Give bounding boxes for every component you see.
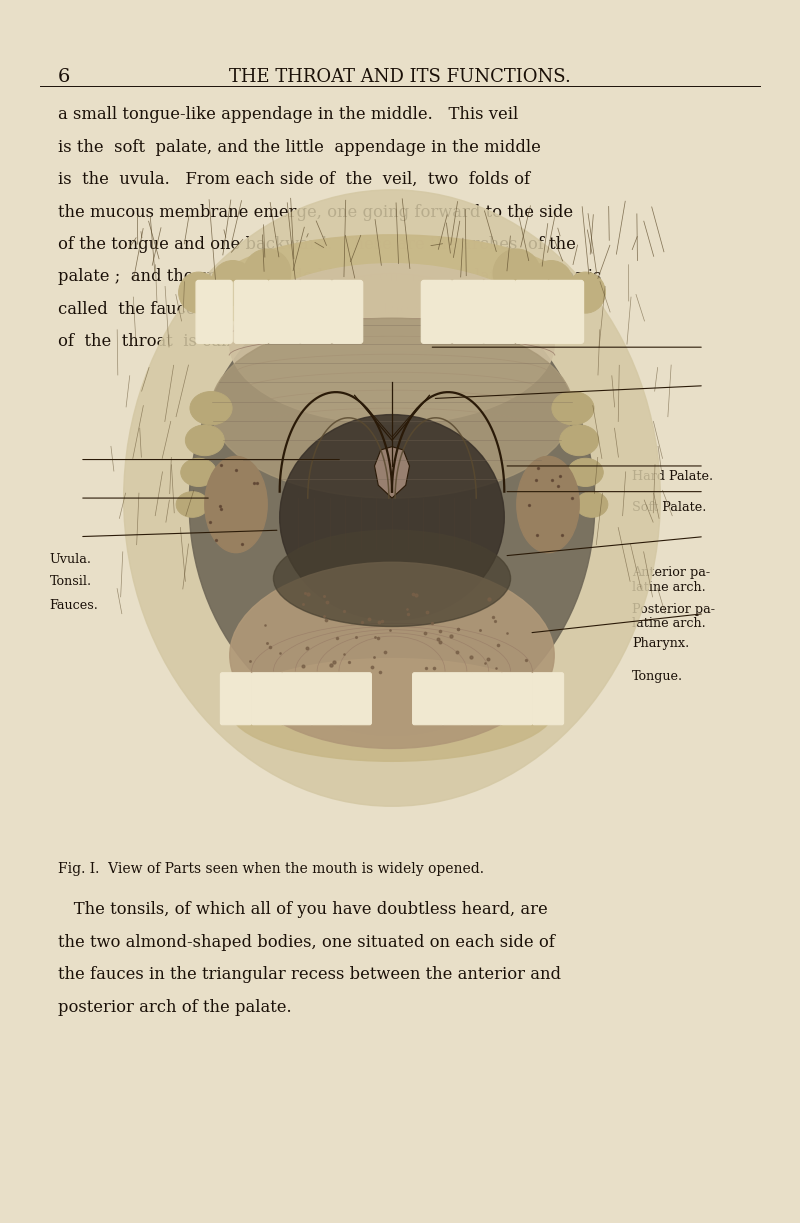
Ellipse shape <box>230 563 554 748</box>
FancyBboxPatch shape <box>196 280 232 344</box>
Text: 6: 6 <box>58 67 70 86</box>
Ellipse shape <box>211 235 573 350</box>
Text: of the tongue and one backward.  These are the arches  of the: of the tongue and one backward. These ar… <box>58 236 575 253</box>
Text: Uvula.: Uvula. <box>50 553 91 566</box>
Text: Tonsil.: Tonsil. <box>50 575 92 588</box>
FancyBboxPatch shape <box>252 673 283 725</box>
FancyBboxPatch shape <box>501 673 533 725</box>
Text: called  the fauces.  Beyond the fauces, the space  at  the  back: called the fauces. Beyond the fauces, th… <box>58 301 576 318</box>
Ellipse shape <box>280 415 504 620</box>
Text: Anterior pa-
latine arch.: Anterior pa- latine arch. <box>632 566 710 593</box>
Text: is  the  uvula.   From each side of  the  veil,  two  folds of: is the uvula. From each side of the veil… <box>58 171 530 188</box>
Ellipse shape <box>230 658 554 761</box>
Text: Fauces.: Fauces. <box>50 599 98 613</box>
FancyBboxPatch shape <box>413 673 444 725</box>
FancyBboxPatch shape <box>331 280 362 344</box>
Text: of  the  throat  is called the pharynx.: of the throat is called the pharynx. <box>58 333 362 350</box>
Ellipse shape <box>274 530 510 626</box>
Text: Soft Palate.: Soft Palate. <box>632 501 706 515</box>
Text: Pharynx.: Pharynx. <box>632 637 690 651</box>
FancyBboxPatch shape <box>299 280 333 344</box>
Text: Fig. I.  View of Parts seen when the mouth is widely opened.: Fig. I. View of Parts seen when the mout… <box>58 862 483 876</box>
FancyBboxPatch shape <box>482 280 516 344</box>
FancyBboxPatch shape <box>340 673 371 725</box>
Polygon shape <box>374 446 410 498</box>
Text: The tonsils, of which all of you have doubtless heard, are: The tonsils, of which all of you have do… <box>58 901 547 918</box>
FancyBboxPatch shape <box>547 280 583 344</box>
Ellipse shape <box>230 264 554 424</box>
Ellipse shape <box>205 456 267 553</box>
Text: the two almond-shaped bodies, one situated on each side of: the two almond-shaped bodies, one situat… <box>58 934 554 950</box>
FancyBboxPatch shape <box>451 280 485 344</box>
Text: Hard Palate.: Hard Palate. <box>632 470 713 483</box>
Circle shape <box>211 260 254 306</box>
Ellipse shape <box>124 190 660 806</box>
Ellipse shape <box>189 273 594 735</box>
Ellipse shape <box>190 391 232 424</box>
FancyBboxPatch shape <box>533 673 563 725</box>
Text: is the  soft  palate, and the little  appendage in the middle: is the soft palate, and the little appen… <box>58 138 541 155</box>
FancyBboxPatch shape <box>234 280 269 344</box>
Circle shape <box>566 272 606 313</box>
Ellipse shape <box>567 459 603 487</box>
FancyBboxPatch shape <box>221 673 252 725</box>
Circle shape <box>493 249 541 297</box>
Ellipse shape <box>560 424 598 456</box>
Text: the mucous membrane emerge, one going forward to the side: the mucous membrane emerge, one going fo… <box>58 203 573 220</box>
Text: Tongue.: Tongue. <box>632 670 683 684</box>
FancyBboxPatch shape <box>442 673 473 725</box>
Text: posterior arch of the palate.: posterior arch of the palate. <box>58 998 291 1015</box>
Ellipse shape <box>181 459 217 487</box>
Circle shape <box>243 249 291 297</box>
Ellipse shape <box>211 318 573 498</box>
Text: palate ;  and the space included between these palatine arches is: palate ; and the space included between … <box>58 269 601 285</box>
Circle shape <box>530 260 573 306</box>
Text: THE THROAT AND ITS FUNCTIONS.: THE THROAT AND ITS FUNCTIONS. <box>229 67 571 86</box>
FancyBboxPatch shape <box>471 673 502 725</box>
Ellipse shape <box>176 492 209 517</box>
Circle shape <box>178 272 218 313</box>
Ellipse shape <box>186 424 224 456</box>
Text: a small tongue-like appendage in the middle.   This veil: a small tongue-like appendage in the mid… <box>58 106 518 124</box>
Text: Posterior pa-
latine arch.: Posterior pa- latine arch. <box>632 603 715 630</box>
FancyBboxPatch shape <box>282 673 313 725</box>
Text: the fauces in the triangular recess between the anterior and: the fauces in the triangular recess betw… <box>58 966 561 983</box>
Ellipse shape <box>575 492 608 517</box>
FancyBboxPatch shape <box>268 280 302 344</box>
FancyBboxPatch shape <box>515 280 550 344</box>
FancyBboxPatch shape <box>311 673 342 725</box>
Ellipse shape <box>552 391 594 424</box>
FancyBboxPatch shape <box>422 280 453 344</box>
Ellipse shape <box>517 456 579 553</box>
